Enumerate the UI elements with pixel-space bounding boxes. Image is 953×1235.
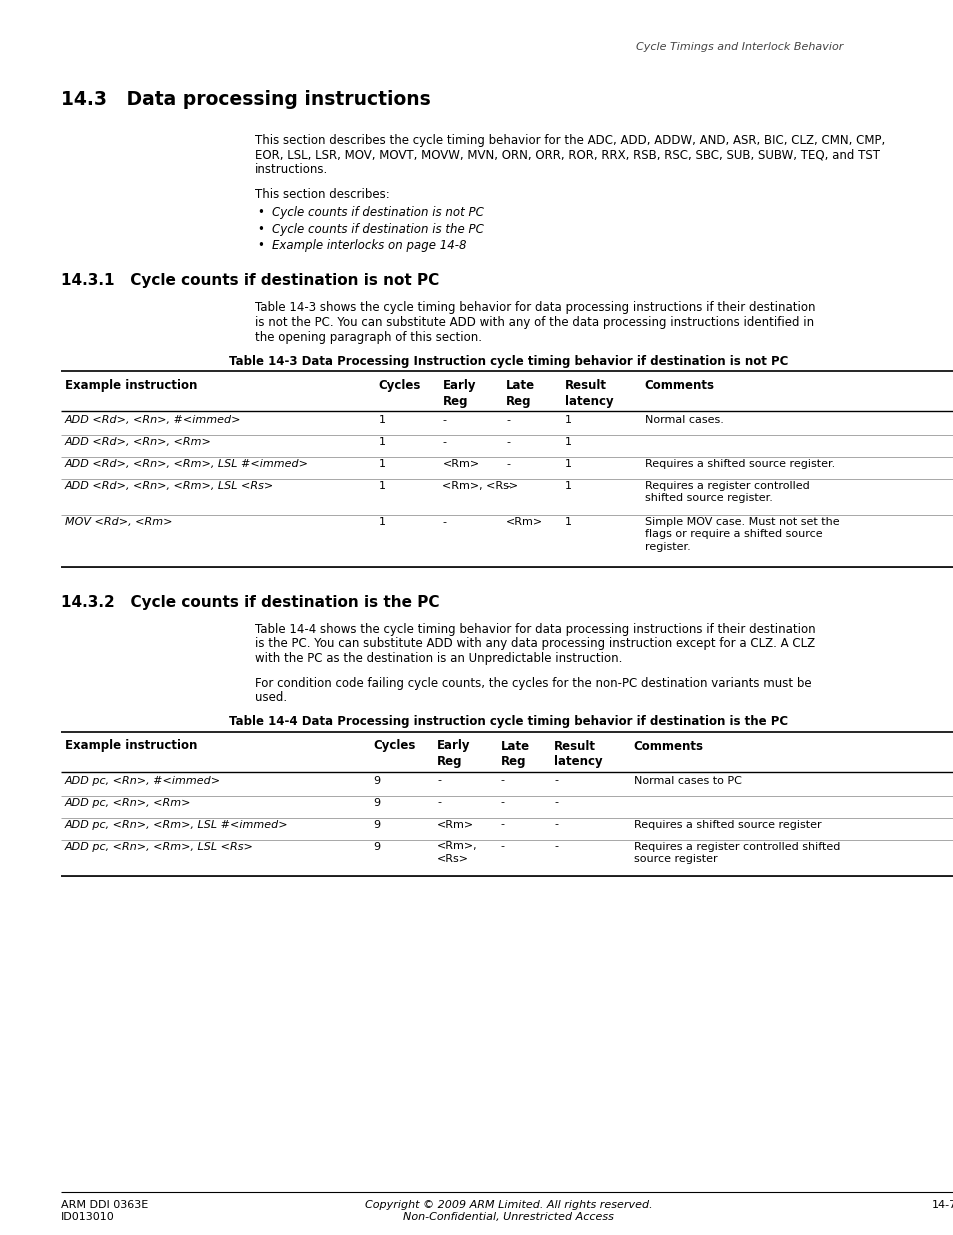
Text: Cycle counts if destination is the PC: Cycle counts if destination is the PC <box>272 222 483 236</box>
Text: the opening paragraph of this section.: the opening paragraph of this section. <box>255 331 482 343</box>
Text: Example interlocks on page 14-8: Example interlocks on page 14-8 <box>272 240 466 252</box>
Text: -: - <box>442 517 446 527</box>
Text: 1: 1 <box>564 480 571 492</box>
Text: Example instruction: Example instruction <box>65 740 197 752</box>
Text: 14.3   Data processing instructions: 14.3 Data processing instructions <box>61 90 430 109</box>
Text: 1: 1 <box>378 415 385 425</box>
Text: ADD <Rd>, <Rn>, <Rm>: ADD <Rd>, <Rn>, <Rm> <box>65 437 212 447</box>
Text: -: - <box>436 798 440 808</box>
Text: Table 14-3 Data Processing Instruction cycle timing behavior if destination is n: Table 14-3 Data Processing Instruction c… <box>229 354 788 368</box>
Text: -: - <box>500 841 504 851</box>
Text: <Rm>,
<Rs>: <Rm>, <Rs> <box>436 841 477 864</box>
Text: is not the PC. You can substitute ADD with any of the data processing instructio: is not the PC. You can substitute ADD wi… <box>255 316 814 329</box>
Text: Non-Confidential, Unrestricted Access: Non-Confidential, Unrestricted Access <box>403 1212 614 1221</box>
Text: ID013010: ID013010 <box>61 1212 114 1221</box>
Text: Requires a register controlled shifted
source register: Requires a register controlled shifted s… <box>633 841 840 864</box>
Text: is the PC. You can substitute ADD with any data processing instruction except fo: is the PC. You can substitute ADD with a… <box>255 637 815 651</box>
Text: Early
Reg: Early Reg <box>436 740 470 768</box>
Text: -: - <box>436 776 440 785</box>
Text: <Rm>: <Rm> <box>442 459 479 469</box>
Text: -: - <box>554 798 558 808</box>
Text: 1: 1 <box>564 517 571 527</box>
Text: For condition code failing cycle counts, the cycles for the non-PC destination v: For condition code failing cycle counts,… <box>255 677 811 689</box>
Text: •: • <box>257 222 264 236</box>
Text: -: - <box>500 820 504 830</box>
Text: ADD <Rd>, <Rn>, <Rm>, LSL #<immed>: ADD <Rd>, <Rn>, <Rm>, LSL #<immed> <box>65 459 309 469</box>
Text: Table 14-4 Data Processing instruction cycle timing behavior if destination is t: Table 14-4 Data Processing instruction c… <box>229 715 787 729</box>
Text: ADD <Rd>, <Rn>, #<immed>: ADD <Rd>, <Rn>, #<immed> <box>65 415 241 425</box>
Text: Cycles: Cycles <box>378 379 420 391</box>
Text: •: • <box>257 240 264 252</box>
Text: instructions.: instructions. <box>255 163 328 177</box>
Text: EOR, LSL, LSR, MOV, MOVT, MOVW, MVN, ORN, ORR, ROR, RRX, RSB, RSC, SBC, SUB, SUB: EOR, LSL, LSR, MOV, MOVT, MOVW, MVN, ORN… <box>255 148 880 162</box>
Text: ADD pc, <Rn>, <Rm>: ADD pc, <Rn>, <Rm> <box>65 798 192 808</box>
Text: 1: 1 <box>378 459 385 469</box>
Text: Comments: Comments <box>644 379 714 391</box>
Text: -: - <box>506 459 510 469</box>
Text: Simple MOV case. Must not set the
flags or require a shifted source
register.: Simple MOV case. Must not set the flags … <box>644 517 839 552</box>
Text: ADD <Rd>, <Rn>, <Rm>, LSL <Rs>: ADD <Rd>, <Rn>, <Rm>, LSL <Rs> <box>65 480 274 492</box>
Text: <Rm>: <Rm> <box>436 820 474 830</box>
Text: Cycles: Cycles <box>373 740 416 752</box>
Text: 1: 1 <box>378 480 385 492</box>
Text: Comments: Comments <box>633 740 703 752</box>
Text: 14.3.2   Cycle counts if destination is the PC: 14.3.2 Cycle counts if destination is th… <box>61 595 438 610</box>
Text: -: - <box>554 820 558 830</box>
Text: 9: 9 <box>373 841 380 851</box>
Text: •: • <box>257 206 264 219</box>
Text: Result
latency: Result latency <box>554 740 602 768</box>
Text: <Rm>, <Rs>: <Rm>, <Rs> <box>442 480 518 492</box>
Text: -: - <box>442 437 446 447</box>
Text: Cycle Timings and Interlock Behavior: Cycle Timings and Interlock Behavior <box>636 42 842 52</box>
Text: Copyright © 2009 ARM Limited. All rights reserved.: Copyright © 2009 ARM Limited. All rights… <box>365 1200 652 1210</box>
Text: This section describes:: This section describes: <box>255 188 390 200</box>
Text: Normal cases.: Normal cases. <box>644 415 722 425</box>
Text: 1: 1 <box>564 437 571 447</box>
Text: -: - <box>554 841 558 851</box>
Text: ARM DDI 0363E: ARM DDI 0363E <box>61 1200 148 1210</box>
Text: Requires a register controlled
shifted source register.: Requires a register controlled shifted s… <box>644 480 808 504</box>
Text: 1: 1 <box>564 415 571 425</box>
Text: This section describes the cycle timing behavior for the ADC, ADD, ADDW, AND, AS: This section describes the cycle timing … <box>255 135 884 147</box>
Text: with the PC as the destination is an Unpredictable instruction.: with the PC as the destination is an Unp… <box>255 652 622 664</box>
Text: -: - <box>500 798 504 808</box>
Text: MOV <Rd>, <Rm>: MOV <Rd>, <Rm> <box>65 517 172 527</box>
Text: -: - <box>500 776 504 785</box>
Text: Requires a shifted source register.: Requires a shifted source register. <box>644 459 834 469</box>
Text: ADD pc, <Rn>, <Rm>, LSL <Rs>: ADD pc, <Rn>, <Rm>, LSL <Rs> <box>65 841 253 851</box>
Text: Result
latency: Result latency <box>564 379 613 408</box>
Text: -: - <box>506 480 510 492</box>
Text: 9: 9 <box>373 798 380 808</box>
Text: ADD pc, <Rn>, #<immed>: ADD pc, <Rn>, #<immed> <box>65 776 221 785</box>
Text: -: - <box>554 776 558 785</box>
Text: Cycle counts if destination is not PC: Cycle counts if destination is not PC <box>272 206 483 219</box>
Text: 9: 9 <box>373 776 380 785</box>
Text: 14-7: 14-7 <box>931 1200 953 1210</box>
Text: 14.3.1   Cycle counts if destination is not PC: 14.3.1 Cycle counts if destination is no… <box>61 273 438 289</box>
Text: Table 14-3 shows the cycle timing behavior for data processing instructions if t: Table 14-3 shows the cycle timing behavi… <box>255 301 815 315</box>
Text: Table 14-4 shows the cycle timing behavior for data processing instructions if t: Table 14-4 shows the cycle timing behavi… <box>255 622 815 636</box>
Text: Example instruction: Example instruction <box>65 379 197 391</box>
Text: -: - <box>506 437 510 447</box>
Text: ADD pc, <Rn>, <Rm>, LSL #<immed>: ADD pc, <Rn>, <Rm>, LSL #<immed> <box>65 820 288 830</box>
Text: Early
Reg: Early Reg <box>442 379 476 408</box>
Text: Normal cases to PC: Normal cases to PC <box>633 776 741 785</box>
Text: 1: 1 <box>378 517 385 527</box>
Text: used.: used. <box>255 692 287 704</box>
Text: 9: 9 <box>373 820 380 830</box>
Text: Late
Reg: Late Reg <box>506 379 535 408</box>
Text: 1: 1 <box>564 459 571 469</box>
Text: -: - <box>506 415 510 425</box>
Text: <Rm>: <Rm> <box>506 517 543 527</box>
Text: -: - <box>442 415 446 425</box>
Text: Late
Reg: Late Reg <box>500 740 530 768</box>
Text: Requires a shifted source register: Requires a shifted source register <box>633 820 821 830</box>
Text: 1: 1 <box>378 437 385 447</box>
